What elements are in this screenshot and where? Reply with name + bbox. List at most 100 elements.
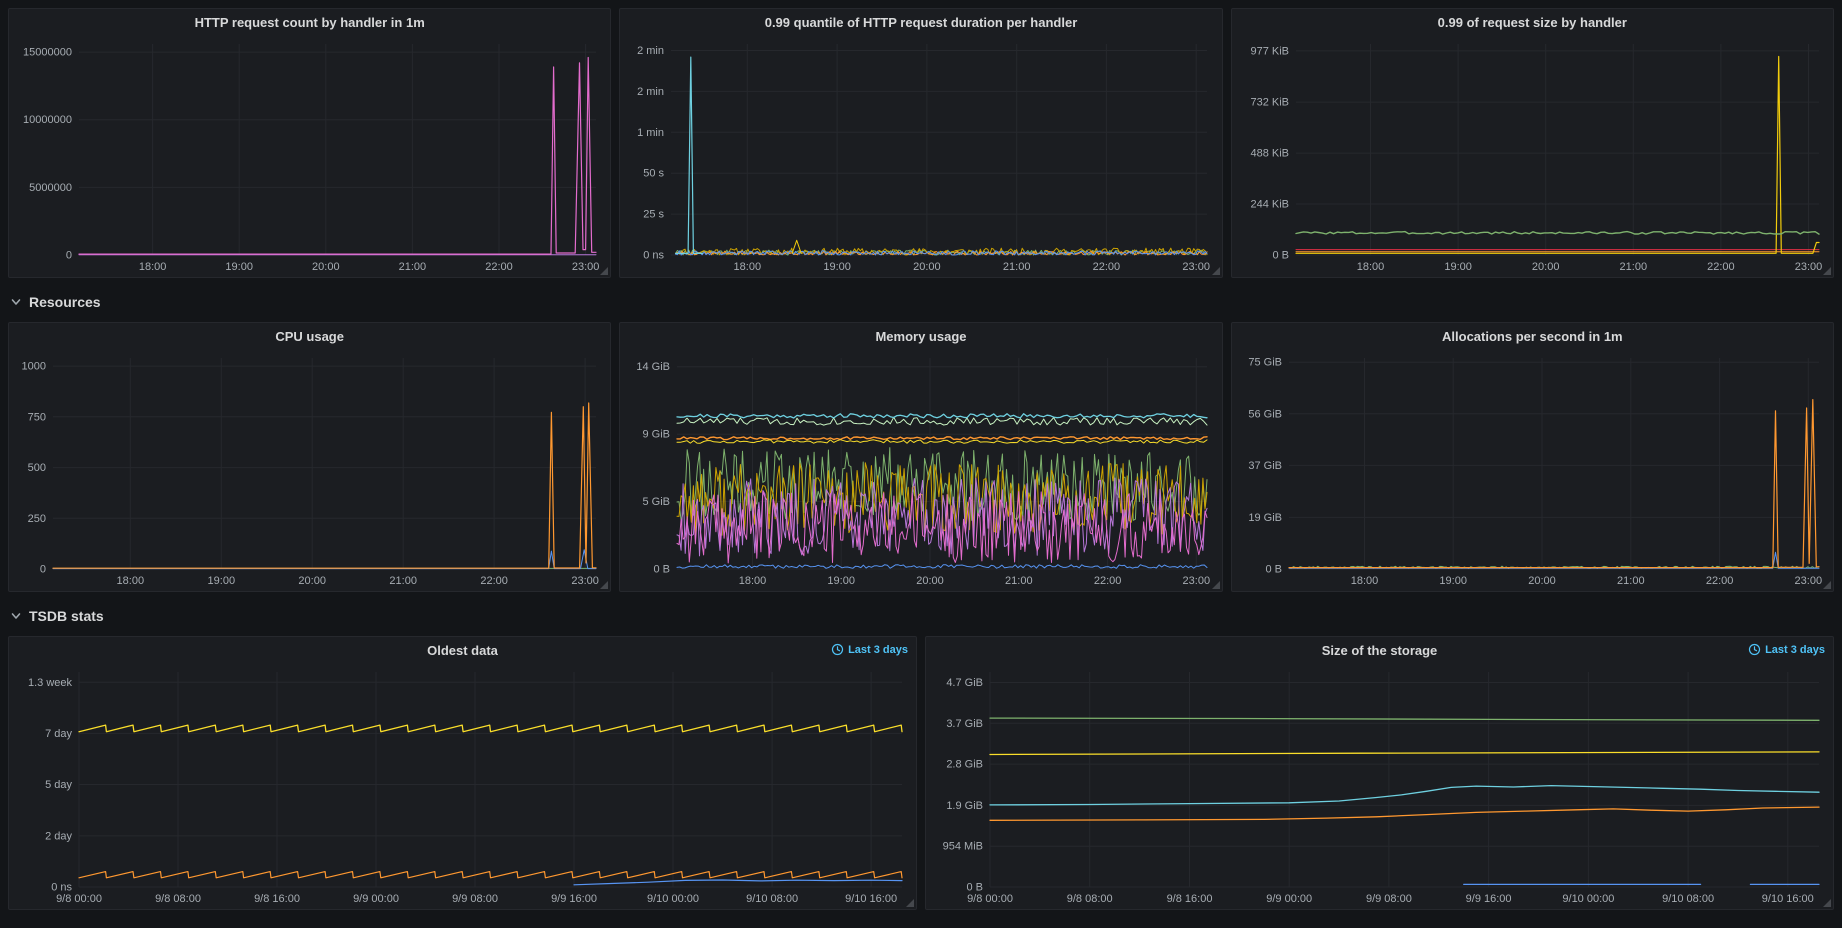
svg-text:750: 750 <box>28 411 46 423</box>
row-title: TSDB stats <box>29 608 104 624</box>
svg-text:0: 0 <box>40 564 46 576</box>
svg-text:22:00: 22:00 <box>485 261 513 273</box>
panel-resize-handle[interactable] <box>1211 581 1220 589</box>
chevron-down-icon <box>11 613 21 619</box>
panel-resize-handle[interactable] <box>1822 267 1831 275</box>
oldest-data-chart[interactable]: 0 ns 2 day 5 day 7 day 1.3 week 9/8 00:00 9/8 … <box>11 664 912 912</box>
svg-text:19:00: 19:00 <box>1439 575 1467 587</box>
panel-header[interactable]: Allocations per second in 1m <box>1232 323 1833 350</box>
panel-title[interactable]: Size of the storage <box>1321 643 1438 658</box>
panel-title[interactable]: HTTP request count by handler in 1m <box>194 15 425 30</box>
chart-svg: 0 B 19 GiB 37 GiB 56 GiB 75 GiB 18:00 19:00 20:… <box>1248 357 1822 587</box>
svg-text:1000: 1000 <box>22 361 46 373</box>
svg-text:37 GiB: 37 GiB <box>1248 460 1282 472</box>
panel-storage-size: Size of the storage Last 3 days 0 B 954 M… <box>925 636 1834 910</box>
panel-header[interactable]: Size of the storage Last 3 days <box>926 637 1833 664</box>
chevron-down-icon <box>11 299 21 305</box>
chart-svg: 0 ns 25 s 50 s 1 min 2 min 2 min 18:00 19:00 20:… <box>637 44 1211 273</box>
request-size-chart[interactable]: 0 B 244 KiB 488 KiB 732 KiB 977 KiB 18:00 19:0… <box>1234 36 1829 280</box>
svg-text:25 s: 25 s <box>644 209 665 221</box>
svg-text:500: 500 <box>28 462 46 474</box>
panel-title[interactable]: Allocations per second in 1m <box>1442 329 1623 344</box>
chart-svg: 0 B 954 MiB 1.9 GiB 2.8 GiB 3.7 GiB 4.7 GiB 9/… <box>943 672 1820 905</box>
svg-text:5 GiB: 5 GiB <box>643 496 671 508</box>
row-http: HTTP request count by handler in 1m 0 500… <box>8 8 1834 278</box>
panel-header[interactable]: 0.99 of request size by handler <box>1232 9 1833 36</box>
svg-text:22:00: 22:00 <box>480 575 508 587</box>
row-resources: CPU usage 0 250 500 750 1000 18:00 19:00 20:00 2… <box>8 322 1834 592</box>
svg-text:5000000: 5000000 <box>29 182 72 194</box>
panel-title[interactable]: 0.99 of request size by handler <box>1437 15 1627 30</box>
chart-svg: 0 250 500 750 1000 18:00 19:00 20:00 21:00 22:00 2… <box>22 358 599 587</box>
svg-text:488 KiB: 488 KiB <box>1250 148 1289 160</box>
panel-title[interactable]: Memory usage <box>875 329 967 344</box>
svg-text:9/9 16:00: 9/9 16:00 <box>1466 893 1512 905</box>
svg-text:2 min: 2 min <box>637 86 664 98</box>
svg-text:9/8 16:00: 9/8 16:00 <box>254 893 300 905</box>
svg-text:2 day: 2 day <box>45 830 72 842</box>
svg-text:9/8 16:00: 9/8 16:00 <box>1167 893 1213 905</box>
row-header-resources[interactable]: Resources <box>8 278 1834 322</box>
svg-text:22:00: 22:00 <box>1705 575 1733 587</box>
http-request-count-chart[interactable]: 0 5000000 10000000 15000000 18:00 19:00 20:00 2… <box>11 36 606 280</box>
svg-text:22:00: 22:00 <box>1093 261 1121 273</box>
allocations-chart[interactable]: 0 B 19 GiB 37 GiB 56 GiB 75 GiB 18:00 19:00 20:… <box>1234 350 1829 594</box>
svg-text:21:00: 21:00 <box>1003 261 1031 273</box>
svg-text:9/10 08:00: 9/10 08:00 <box>1662 893 1714 905</box>
svg-text:21:00: 21:00 <box>389 575 417 587</box>
svg-text:19:00: 19:00 <box>225 261 253 273</box>
svg-text:9/9 08:00: 9/9 08:00 <box>452 893 498 905</box>
svg-text:250: 250 <box>28 513 46 525</box>
panel-resize-handle[interactable] <box>906 899 914 907</box>
panel-title[interactable]: CPU usage <box>275 329 344 344</box>
svg-text:9/9 00:00: 9/9 00:00 <box>353 893 399 905</box>
svg-text:20:00: 20:00 <box>1528 575 1556 587</box>
panel-resize-handle[interactable] <box>1822 581 1831 589</box>
panel-header[interactable]: Oldest data Last 3 days <box>9 637 916 664</box>
row-tsdb: Oldest data Last 3 days 0 ns 2 day 5 day 7 … <box>8 636 1834 910</box>
time-range-badge-label: Last 3 days <box>848 643 908 656</box>
panel-resize-handle[interactable] <box>600 267 609 275</box>
panel-title[interactable]: Oldest data <box>427 643 498 658</box>
chart-svg: 0 5000000 10000000 15000000 18:00 19:00 20:00 2… <box>23 44 599 273</box>
panel-title[interactable]: 0.99 quantile of HTTP request duration p… <box>764 15 1078 30</box>
svg-text:954 MiB: 954 MiB <box>943 841 983 853</box>
time-range-badge: Last 3 days <box>1748 643 1825 656</box>
panel-resize-handle[interactable] <box>1211 267 1220 275</box>
svg-text:732 KiB: 732 KiB <box>1250 97 1289 109</box>
row-header-tsdb[interactable]: TSDB stats <box>8 592 1834 636</box>
panel-resize-handle[interactable] <box>1823 899 1831 907</box>
svg-text:23:00: 23:00 <box>1183 261 1211 273</box>
svg-text:50 s: 50 s <box>644 168 665 180</box>
svg-text:18:00: 18:00 <box>139 261 167 273</box>
svg-text:18:00: 18:00 <box>1356 261 1384 273</box>
svg-text:9/8 00:00: 9/8 00:00 <box>56 893 102 905</box>
panel-header[interactable]: CPU usage <box>9 323 610 350</box>
svg-text:9/10 00:00: 9/10 00:00 <box>647 893 699 905</box>
svg-text:0 B: 0 B <box>654 564 671 576</box>
svg-text:4.7 GiB: 4.7 GiB <box>946 677 983 689</box>
http-request-duration-chart[interactable]: 0 ns 25 s 50 s 1 min 2 min 2 min 18:00 19:00 20:… <box>622 36 1217 280</box>
panel-header[interactable]: HTTP request count by handler in 1m <box>9 9 610 36</box>
svg-text:19:00: 19:00 <box>208 575 236 587</box>
svg-text:22:00: 22:00 <box>1094 575 1122 587</box>
svg-text:0: 0 <box>66 250 72 262</box>
cpu-usage-chart[interactable]: 0 250 500 750 1000 18:00 19:00 20:00 21:00 22:00 2… <box>11 350 606 594</box>
row-title: Resources <box>29 294 101 310</box>
panel-header[interactable]: 0.99 quantile of HTTP request duration p… <box>620 9 1221 36</box>
svg-text:20:00: 20:00 <box>312 261 340 273</box>
panel-memory-usage: Memory usage 0 B 5 GiB 9 GiB 14 GiB 18:00 19:… <box>619 322 1223 594</box>
svg-text:18:00: 18:00 <box>734 261 762 273</box>
clock-icon <box>1748 643 1761 656</box>
svg-text:20:00: 20:00 <box>1532 261 1560 273</box>
svg-text:9/10 08:00: 9/10 08:00 <box>746 893 798 905</box>
svg-text:18:00: 18:00 <box>1350 575 1378 587</box>
svg-text:0 B: 0 B <box>1272 250 1289 262</box>
panel-resize-handle[interactable] <box>600 581 609 589</box>
memory-usage-chart[interactable]: 0 B 5 GiB 9 GiB 14 GiB 18:00 19:00 20:00 21:00 2… <box>622 350 1217 594</box>
panel-header[interactable]: Memory usage <box>620 323 1221 350</box>
svg-text:9/8 08:00: 9/8 08:00 <box>1067 893 1113 905</box>
storage-size-chart[interactable]: 0 B 954 MiB 1.9 GiB 2.8 GiB 3.7 GiB 4.7 GiB 9/… <box>928 664 1829 912</box>
svg-text:20:00: 20:00 <box>298 575 326 587</box>
